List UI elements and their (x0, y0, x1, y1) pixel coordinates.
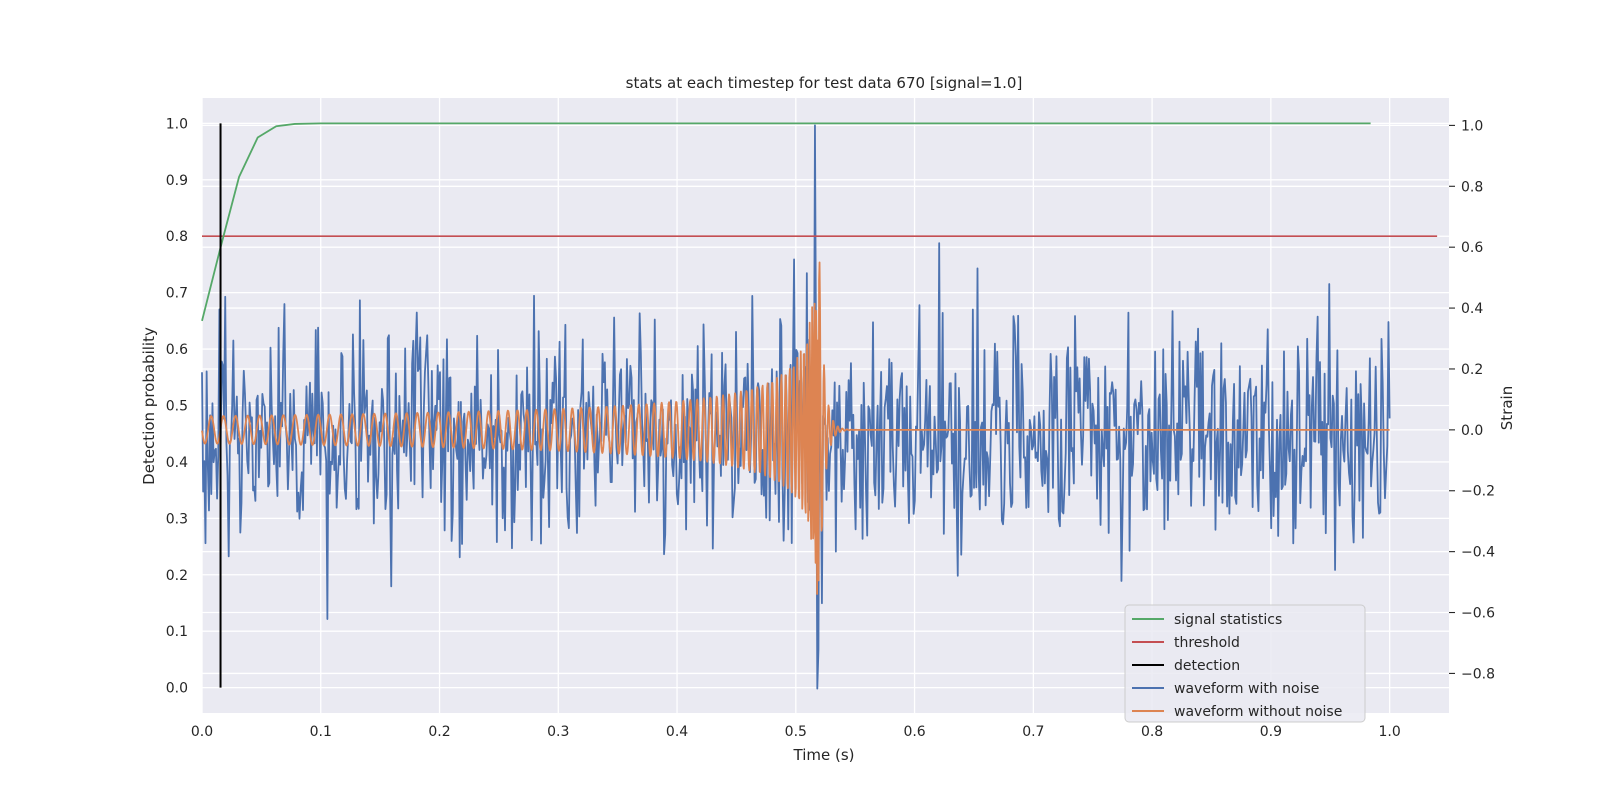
x-tick-label: 0.1 (310, 724, 332, 740)
series-waveform-with-noise (201, 124, 1391, 690)
legend-label: threshold (1174, 635, 1240, 651)
x-tick-label: 0.4 (666, 724, 688, 740)
x-tick-label: 0.2 (428, 724, 450, 740)
y-right-tick-label: 0.6 (1461, 240, 1483, 256)
y-left-tick-label: 0.2 (166, 568, 188, 584)
y-right-tick-label: 0.4 (1461, 301, 1483, 317)
y-left-tick-label: 0.5 (166, 399, 188, 415)
y-right-tick-label: 0.8 (1461, 179, 1483, 195)
x-tick-label: 0.7 (1022, 724, 1044, 740)
y-axis-left: 0.0 0.1 0.2 0.3 0.4 0.5 0.6 0.7 0.8 0.9 1.0 (166, 116, 188, 696)
y-left-tick-label: 0.1 (166, 624, 188, 640)
y-left-tick-label: 0.6 (166, 342, 188, 358)
y-right-tick-label: −0.6 (1461, 606, 1495, 622)
y-right-tick-label: 1.0 (1461, 118, 1483, 134)
x-axis: 0.0 0.1 0.2 0.3 0.4 0.5 0.6 0.7 0.8 0.9 1.0 (191, 724, 1401, 740)
y-left-tick-label: 0.4 (166, 455, 188, 471)
y-left-tick-label: 0.8 (166, 229, 188, 245)
x-tick-label: 0.0 (191, 724, 213, 740)
y-left-tick-label: 0.0 (166, 681, 188, 697)
legend-label: detection (1174, 658, 1240, 674)
y-left-tick-label: 1.0 (166, 116, 188, 132)
x-tick-label: 1.0 (1378, 724, 1400, 740)
x-axis-label: Time (s) (793, 746, 855, 764)
series-layer (201, 122, 1438, 690)
legend: signal statistics threshold detection wavef… (1124, 604, 1366, 723)
x-tick-label: 0.9 (1260, 724, 1282, 740)
x-tick-label: 0.6 (903, 724, 925, 740)
series-signal-statistics (201, 122, 1371, 322)
y-axis-right: −0.8 −0.6 −0.4 −0.2 0.0 0.2 0.4 0.6 0.8 1.0 (1449, 118, 1495, 682)
legend-label: waveform without noise (1174, 704, 1342, 720)
y-axis-left-label: Detection probability (140, 327, 158, 485)
legend-box (1124, 604, 1366, 723)
y-right-tick-label: −0.4 (1461, 545, 1495, 561)
y-left-tick-label: 0.7 (166, 286, 188, 302)
y-left-tick-label: 0.9 (166, 173, 188, 189)
y-right-tick-label: −0.8 (1461, 666, 1495, 682)
y-axis-right-label: Strain (1498, 386, 1516, 430)
legend-label: waveform with noise (1174, 681, 1319, 697)
series-waveform-without-noise (201, 261, 1391, 595)
x-tick-label: 0.3 (547, 724, 569, 740)
y-right-tick-label: −0.2 (1461, 484, 1495, 500)
x-tick-label: 0.5 (785, 724, 807, 740)
y-right-tick-label: 0.0 (1461, 423, 1483, 439)
x-tick-label: 0.8 (1141, 724, 1163, 740)
y-right-tick-label: 0.2 (1461, 362, 1483, 378)
chart-title: stats at each timestep for test data 670… (626, 74, 1023, 92)
y-left-tick-label: 0.3 (166, 511, 188, 527)
legend-label: signal statistics (1174, 612, 1282, 628)
